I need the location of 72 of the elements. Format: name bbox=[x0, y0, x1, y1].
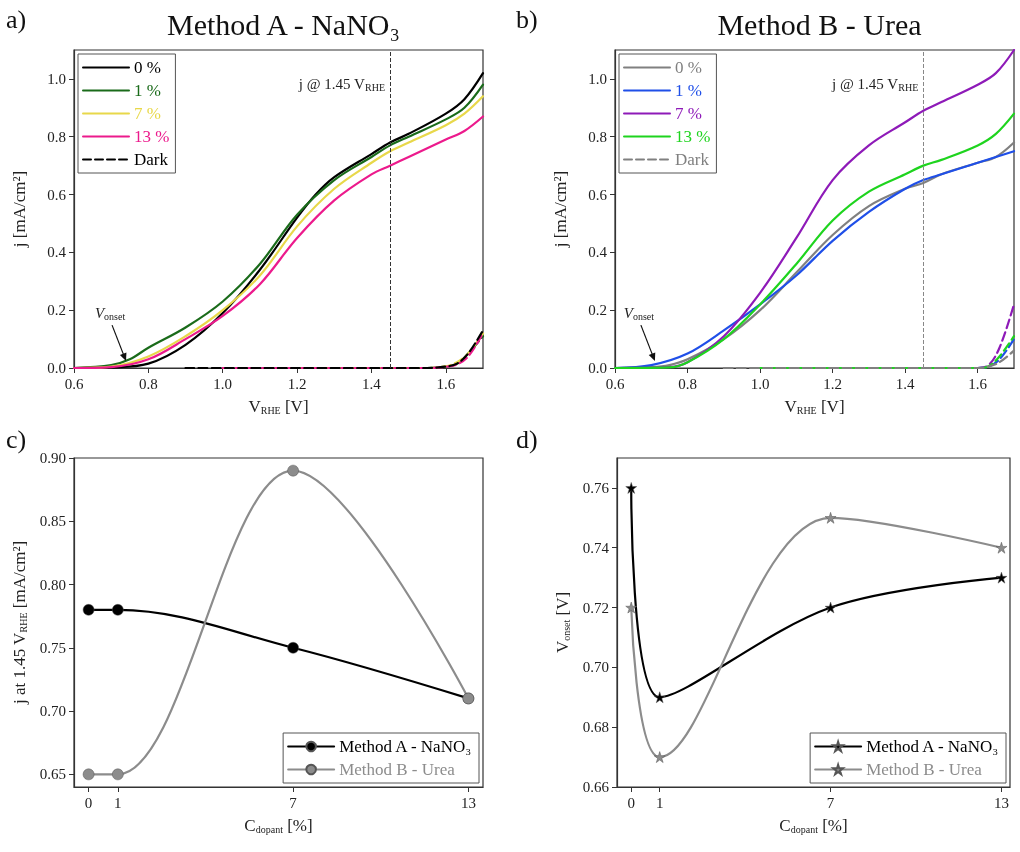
legend-label: 1 % bbox=[134, 81, 161, 100]
y-axis-title: Vonset [V] bbox=[553, 591, 572, 654]
x-tick-label: 1 bbox=[114, 794, 122, 811]
y-tick-label: 0.80 bbox=[39, 576, 66, 593]
x-tick-label: 1.4 bbox=[362, 375, 382, 392]
x-tick-label: 0.6 bbox=[64, 375, 84, 392]
x-axis-title: VRHE [V] bbox=[784, 397, 845, 416]
legend-label: Dark bbox=[675, 150, 710, 169]
legend-label: 0 % bbox=[134, 58, 161, 77]
y-tick-label: 0.66 bbox=[582, 779, 610, 795]
y-tick-label: 0.6 bbox=[47, 186, 67, 203]
legend-label: 7 % bbox=[675, 104, 702, 123]
legend-label: 7 % bbox=[134, 104, 161, 123]
y-tick-label: 0.6 bbox=[588, 186, 608, 203]
x-tick-label: 0.8 bbox=[678, 375, 697, 392]
x-axis-title: VRHE [V] bbox=[248, 397, 309, 416]
y-tick-label: 0.74 bbox=[582, 539, 610, 556]
y-tick-label: 0.2 bbox=[47, 302, 66, 319]
y-tick-label: 0.8 bbox=[588, 128, 607, 145]
x-tick-label: 1.0 bbox=[213, 375, 233, 392]
chart-title: Method B - Urea bbox=[717, 7, 922, 41]
y-tick-label: 1.0 bbox=[588, 70, 607, 87]
y-tick-label: 0.70 bbox=[39, 703, 66, 720]
x-tick-label: 1.6 bbox=[436, 375, 456, 392]
y-axis-title: j [mA/cm²] bbox=[10, 170, 29, 249]
y-tick-label: 0.0 bbox=[47, 360, 66, 376]
y-tick-label: 0.4 bbox=[47, 244, 67, 261]
x-tick-label: 0.8 bbox=[138, 375, 158, 392]
x-tick-label: 0 bbox=[84, 794, 93, 811]
x-tick-label: 1.2 bbox=[287, 375, 307, 392]
text: c) bbox=[6, 424, 27, 454]
legend-label: Method B - Urea bbox=[339, 760, 456, 779]
y-tick-label: 0.85 bbox=[39, 513, 66, 530]
y-tick-label: 0.70 bbox=[582, 659, 609, 676]
text: b) bbox=[516, 4, 538, 34]
x-tick-label: 1 bbox=[655, 794, 664, 811]
y-tick-label: 0.75 bbox=[39, 639, 66, 656]
legend-label: Method B - Urea bbox=[866, 760, 983, 779]
chart-title: Method A - NaNO₃ bbox=[167, 7, 400, 41]
y-axis-title: j at 1.45 VRHE [mA/cm²] bbox=[10, 540, 29, 706]
legend-label: Dark bbox=[134, 150, 169, 169]
x-tick-label: 0 bbox=[627, 794, 635, 811]
x-tick-label: 0.6 bbox=[605, 375, 625, 392]
y-tick-label: 0.76 bbox=[582, 479, 610, 496]
y-tick-label: 0.90 bbox=[39, 450, 66, 466]
legend-label: 13 % bbox=[134, 127, 170, 146]
x-axis-title: Cdopant [%] bbox=[779, 816, 848, 835]
y-tick-label: 0.0 bbox=[588, 360, 607, 376]
x-tick-label: 1.4 bbox=[895, 375, 916, 392]
legend-label: Method A - NaNO₃ bbox=[866, 737, 999, 756]
x-tick-label: 1.2 bbox=[823, 375, 843, 392]
legend-label: 13 % bbox=[675, 127, 711, 146]
text: d) bbox=[516, 424, 538, 454]
text: a) bbox=[6, 4, 27, 34]
y-tick-label: 0.65 bbox=[39, 766, 66, 783]
x-tick-label: 7 bbox=[289, 794, 298, 811]
y-tick-label: 1.0 bbox=[47, 70, 66, 87]
y-tick-label: 0.8 bbox=[47, 128, 66, 145]
x-tick-label: 13 bbox=[460, 794, 476, 811]
legend-label: 0 % bbox=[675, 58, 702, 77]
x-tick-label: 13 bbox=[993, 794, 1009, 811]
x-tick-label: 1.6 bbox=[968, 375, 988, 392]
legend-label: Method A - NaNO₃ bbox=[339, 737, 472, 756]
x-tick-label: 7 bbox=[826, 794, 835, 811]
legend-label: 1 % bbox=[675, 81, 702, 100]
y-tick-label: 0.2 bbox=[588, 302, 607, 319]
x-tick-label: 1.0 bbox=[750, 375, 770, 392]
y-axis-title: j [mA/cm²] bbox=[551, 170, 570, 249]
y-tick-label: 0.72 bbox=[582, 599, 609, 616]
y-tick-label: 0.68 bbox=[582, 719, 609, 736]
x-axis-title: Cdopant [%] bbox=[244, 816, 313, 835]
y-tick-label: 0.4 bbox=[588, 244, 608, 261]
